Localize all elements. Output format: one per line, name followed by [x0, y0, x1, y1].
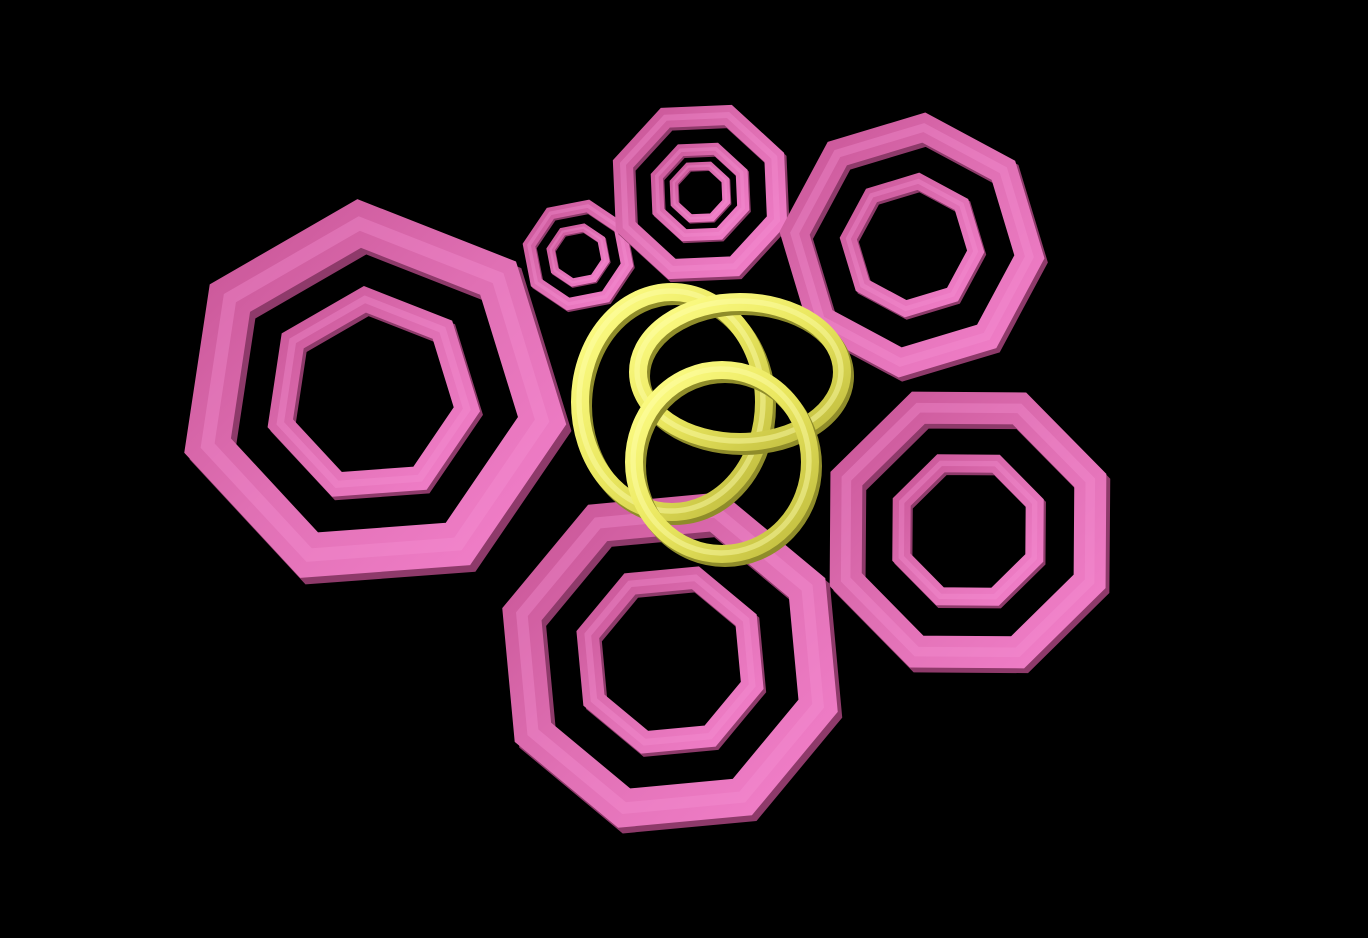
- pink-rings-group: [184, 104, 1111, 834]
- pink-octagon-ring-top-center: [612, 104, 790, 283]
- yellow-ring-2: [629, 293, 854, 455]
- pink-octagon-ring-right-tube-1: [829, 391, 1111, 674]
- pink-octagon-ring-top-right-tube-1: [779, 112, 1048, 382]
- pink-octagon-ring-top-center-tube-2: [650, 142, 751, 244]
- yellow-ring-3: [625, 361, 822, 567]
- pink-octagon-ring-top-right: [779, 112, 1048, 382]
- pink-octagon-ring-large-left-tube-2: [267, 286, 483, 501]
- pink-octagon-ring-large-left: [184, 199, 572, 585]
- pink-octagon-ring-top-center-tube-3: [669, 161, 732, 224]
- yellow-ring-1: [571, 283, 776, 525]
- pink-octagon-ring-top-center-tube-1: [612, 104, 790, 283]
- pink-octagon-ring-large-left-tube-1: [184, 199, 572, 585]
- pink-octagon-ring-small-top-left-tube-1: [522, 199, 635, 313]
- pink-octagon-ring-top-right-tube-2: [839, 172, 987, 320]
- yellow-rings-group: [571, 283, 854, 567]
- pink-octagon-ring-right-tube-2: [892, 454, 1046, 609]
- pink-octagon-ring-small-top-left-tube-2: [546, 223, 611, 288]
- pink-octagon-ring-bottom-center-tube-2: [576, 566, 767, 757]
- pink-octagon-ring-small-top-left: [522, 199, 635, 313]
- pink-octagon-ring-bottom-center: [502, 492, 843, 834]
- pink-octagon-ring-right: [829, 391, 1111, 674]
- pink-octagon-ring-bottom-center-tube-1: [502, 492, 843, 834]
